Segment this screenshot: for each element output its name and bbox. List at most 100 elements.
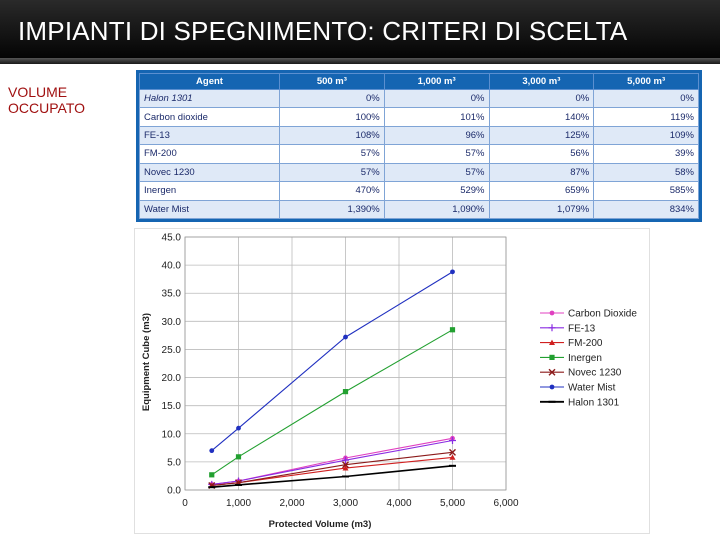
agent-name-cell: Water Mist	[139, 199, 280, 220]
column-header: 1,000 m³	[383, 73, 490, 90]
series-inergen	[209, 327, 456, 478]
data-point	[450, 269, 455, 275]
legend-entry: FE-13	[540, 323, 596, 334]
table-row: Novec 1230 57% 57% 87% 58%	[139, 162, 699, 183]
x-tick-label: 4,000	[386, 498, 411, 509]
value-cell: 140%	[488, 107, 595, 127]
legend-entry: Carbon Dioxide	[540, 309, 637, 320]
slide-title: IMPIANTI DI SPEGNIMENTO: CRITERI DI SCEL…	[18, 16, 628, 46]
x-tick-label: 1,000	[226, 498, 251, 509]
series-line	[211, 271, 453, 452]
chart-ticks: 0.0 5.0 10.0 15.0 20.0 25.0 30.0 35.0 40.0 45.0 0 1…	[162, 233, 519, 510]
equipment-cube-chart: 0.0 5.0 10.0 15.0 20.0 25.0 30.0 35.0 40.0 45.0 0 1…	[141, 233, 637, 531]
data-point	[342, 456, 349, 464]
x-tick-label: 0	[182, 498, 188, 509]
value-cell: 108%	[279, 125, 385, 146]
y-tick-label: 25.0	[162, 345, 182, 356]
y-axis-label: Equipment Cube (m3)	[141, 313, 152, 411]
x-tick-label: 3,000	[333, 498, 358, 509]
value-cell: 1,090%	[383, 199, 490, 220]
value-cell: 470%	[279, 181, 385, 201]
y-tick-label: 5.0	[167, 457, 181, 468]
value-cell: 57%	[279, 162, 385, 183]
series-novec-1230	[208, 448, 456, 489]
legend-label: FE-13	[568, 323, 596, 334]
legend-label: Carbon Dioxide	[568, 309, 637, 320]
data-point	[548, 368, 556, 376]
table-header-row: Agent 500 m³ 1,000 m³ 3,000 m³ 5,000 m³	[139, 73, 699, 90]
value-cell: 125%	[488, 125, 595, 146]
data-point	[235, 454, 242, 460]
data-point	[236, 425, 241, 431]
y-tick-label: 35.0	[162, 289, 182, 300]
data-point	[449, 454, 456, 460]
legend-entry: Water Mist	[540, 383, 616, 394]
table-row: FE-13 108% 96% 125% 109%	[139, 125, 699, 146]
side-label-line-2: OCCUPATO	[8, 100, 86, 116]
y-tick-label: 0.0	[167, 486, 181, 497]
value-cell: 529%	[383, 181, 490, 201]
chart-series	[208, 269, 456, 489]
legend-label: Novec 1230	[568, 368, 622, 379]
value-cell: 57%	[383, 144, 490, 164]
data-point	[549, 339, 555, 345]
series-fm-200	[208, 454, 456, 488]
value-cell: 58%	[593, 162, 699, 183]
y-tick-label: 30.0	[162, 317, 182, 328]
x-tick-label: 6,000	[493, 498, 518, 509]
title-bar-shine	[0, 58, 720, 64]
agent-name-cell: Inergen	[139, 181, 280, 201]
data-point	[548, 324, 556, 332]
value-cell: 100%	[279, 107, 385, 127]
series-line	[211, 465, 453, 488]
value-cell: 101%	[383, 107, 490, 127]
value-cell: 0%	[279, 88, 385, 109]
agent-name-cell: Carbon dioxide	[139, 107, 280, 127]
agent-name-cell: Novec 1230	[139, 162, 280, 183]
data-point	[549, 384, 555, 390]
table-row: Carbon dioxide 100% 101% 140% 119%	[139, 107, 699, 127]
value-cell: 1,079%	[488, 199, 595, 220]
series-line	[211, 329, 453, 476]
legend-entry: Novec 1230	[540, 368, 622, 379]
y-tick-label: 40.0	[162, 261, 182, 272]
x-axis-label: Protected Volume (m3)	[269, 519, 372, 530]
series-line	[211, 439, 453, 485]
table-row: Inergen 470% 529% 659% 585%	[139, 181, 699, 201]
x-tick-label: 5,000	[440, 498, 465, 509]
title-bar: IMPIANTI DI SPEGNIMENTO: CRITERI DI SCEL…	[0, 0, 720, 64]
legend-entry: Inergen	[540, 353, 602, 364]
value-cell: 0%	[593, 88, 699, 109]
data-point	[342, 389, 349, 395]
agent-name-cell: FM-200	[139, 144, 280, 164]
value-cell: 119%	[593, 107, 699, 127]
chart-grid	[184, 236, 507, 491]
side-label-line-1: VOLUME	[8, 84, 68, 100]
value-cell: 659%	[488, 181, 595, 201]
legend-entry: Halon 1301	[540, 397, 620, 408]
agent-name-cell: Halon 1301	[139, 88, 280, 109]
data-point	[549, 310, 555, 316]
value-cell: 1,390%	[279, 199, 385, 220]
legend-label: Water Mist	[568, 383, 616, 394]
y-tick-label: 45.0	[162, 233, 182, 244]
data-point	[549, 354, 555, 360]
value-cell: 96%	[383, 125, 490, 146]
chart-panel: 0.0 5.0 10.0 15.0 20.0 25.0 30.0 35.0 40.0 45.0 0 1…	[134, 228, 650, 534]
value-cell: 56%	[488, 144, 595, 164]
y-tick-label: 15.0	[162, 401, 182, 412]
column-header: Agent	[139, 73, 280, 90]
agents-table: Agent 500 m³ 1,000 m³ 3,000 m³ 5,000 m³ …	[139, 73, 699, 220]
agents-table-frame: Agent 500 m³ 1,000 m³ 3,000 m³ 5,000 m³ …	[136, 70, 702, 222]
legend-entry: FM-200	[540, 338, 603, 349]
data-point	[449, 327, 456, 333]
value-cell: 0%	[383, 88, 490, 109]
legend-label: Inergen	[568, 353, 602, 364]
value-cell: 39%	[593, 144, 699, 164]
chart-axes	[184, 236, 507, 491]
plot-frame	[184, 236, 507, 491]
data-point	[342, 465, 349, 471]
side-label: VOLUME OCCUPATO	[8, 84, 85, 116]
value-cell: 0%	[488, 88, 595, 109]
series-halon-1301	[208, 464, 456, 489]
